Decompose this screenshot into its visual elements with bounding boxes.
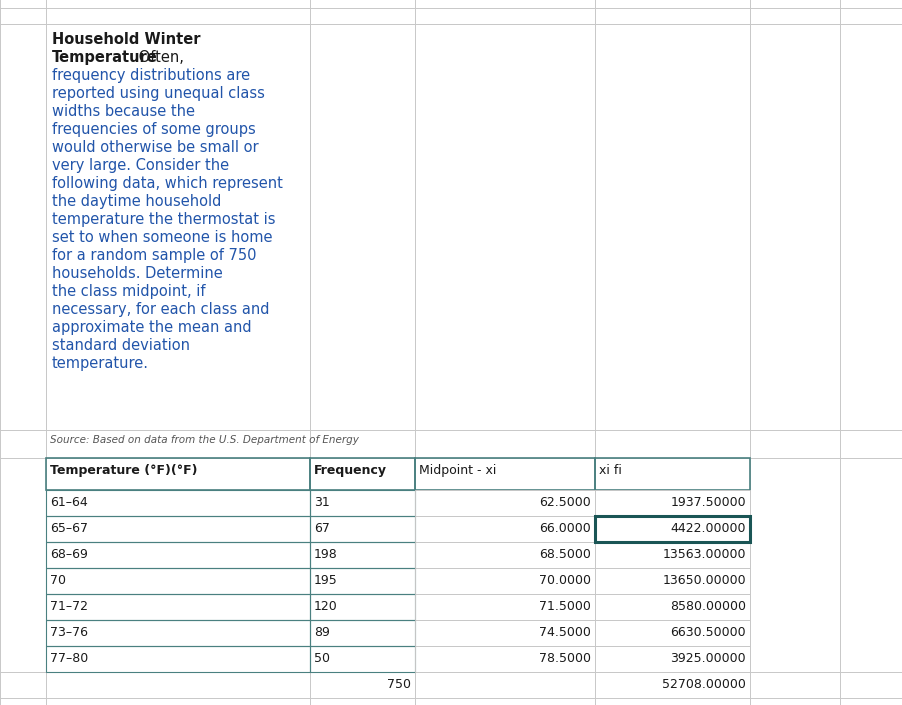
Text: 198: 198 xyxy=(314,548,337,561)
Text: frequency distributions are: frequency distributions are xyxy=(52,68,250,83)
Text: households. Determine: households. Determine xyxy=(52,266,223,281)
Text: 65–67: 65–67 xyxy=(50,522,87,535)
Text: 89: 89 xyxy=(314,626,329,639)
Bar xyxy=(594,490,750,516)
Bar xyxy=(415,458,594,490)
Text: frequencies of some groups: frequencies of some groups xyxy=(52,122,255,137)
Text: standard deviation: standard deviation xyxy=(52,338,189,353)
Bar xyxy=(415,568,594,594)
Text: 4422.00000: 4422.00000 xyxy=(670,522,745,535)
Text: 66.0000: 66.0000 xyxy=(538,522,590,535)
Text: 50: 50 xyxy=(314,652,329,665)
Text: 13563.00000: 13563.00000 xyxy=(662,548,745,561)
Bar xyxy=(46,568,309,594)
Text: the daytime household: the daytime household xyxy=(52,194,221,209)
Bar xyxy=(309,490,415,516)
Text: 1937.50000: 1937.50000 xyxy=(669,496,745,509)
Bar xyxy=(594,516,750,542)
Text: 78.5000: 78.5000 xyxy=(538,652,590,665)
Bar xyxy=(594,542,750,568)
Bar xyxy=(309,594,415,620)
Bar xyxy=(309,516,415,542)
Text: 52708.00000: 52708.00000 xyxy=(661,678,745,691)
Text: Frequency: Frequency xyxy=(314,464,387,477)
Bar xyxy=(594,568,750,594)
Bar xyxy=(46,620,309,646)
Text: 71–72: 71–72 xyxy=(50,600,87,613)
Text: Temperature: Temperature xyxy=(52,50,158,65)
Bar xyxy=(594,646,750,672)
Bar xyxy=(594,594,750,620)
Text: set to when someone is home: set to when someone is home xyxy=(52,230,272,245)
Text: 31: 31 xyxy=(314,496,329,509)
Bar xyxy=(46,458,309,490)
Text: 750: 750 xyxy=(387,678,410,691)
Text: 13650.00000: 13650.00000 xyxy=(662,574,745,587)
Text: Source: Based on data from the U.S. Department of Energy: Source: Based on data from the U.S. Depa… xyxy=(50,435,358,445)
Bar xyxy=(415,620,594,646)
Text: widths because the: widths because the xyxy=(52,104,195,119)
Text: 70: 70 xyxy=(50,574,66,587)
Text: 195: 195 xyxy=(314,574,337,587)
Text: Midpoint - xi: Midpoint - xi xyxy=(419,464,496,477)
Text: 70.0000: 70.0000 xyxy=(538,574,590,587)
Bar xyxy=(309,458,415,490)
Bar xyxy=(46,516,309,542)
Bar xyxy=(46,490,309,516)
Text: Often,: Often, xyxy=(133,50,184,65)
Bar xyxy=(46,24,309,430)
Text: 67: 67 xyxy=(314,522,329,535)
Bar xyxy=(415,594,594,620)
Text: 8580.00000: 8580.00000 xyxy=(669,600,745,613)
Text: would otherwise be small or: would otherwise be small or xyxy=(52,140,258,155)
Bar xyxy=(594,516,750,542)
Text: 3925.00000: 3925.00000 xyxy=(669,652,745,665)
Text: Household Winter: Household Winter xyxy=(52,32,200,47)
Text: reported using unequal class: reported using unequal class xyxy=(52,86,264,101)
Bar xyxy=(415,646,594,672)
Bar xyxy=(46,594,309,620)
Text: for a random sample of 750: for a random sample of 750 xyxy=(52,248,256,263)
Text: 62.5000: 62.5000 xyxy=(538,496,590,509)
Bar xyxy=(46,646,309,672)
Bar xyxy=(415,516,594,542)
Bar xyxy=(415,490,594,516)
Text: xi fi: xi fi xyxy=(598,464,621,477)
Bar xyxy=(309,620,415,646)
Text: temperature the thermostat is: temperature the thermostat is xyxy=(52,212,275,227)
Text: Temperature (°F)(°F): Temperature (°F)(°F) xyxy=(50,464,198,477)
Bar xyxy=(594,620,750,646)
Bar xyxy=(309,646,415,672)
Text: 61–64: 61–64 xyxy=(50,496,87,509)
Text: following data, which represent: following data, which represent xyxy=(52,176,282,191)
Bar xyxy=(309,568,415,594)
Text: 120: 120 xyxy=(314,600,337,613)
Text: Mean: Mean xyxy=(419,704,453,705)
Text: 71.5000: 71.5000 xyxy=(538,600,590,613)
Text: very large. Consider the: very large. Consider the xyxy=(52,158,229,173)
Text: 68–69: 68–69 xyxy=(50,548,87,561)
Bar xyxy=(594,458,750,490)
Text: 77–80: 77–80 xyxy=(50,652,88,665)
Text: the class midpoint, if: the class midpoint, if xyxy=(52,284,206,299)
Bar xyxy=(46,542,309,568)
Text: 74.5000: 74.5000 xyxy=(538,626,590,639)
Text: 6630.50000: 6630.50000 xyxy=(669,626,745,639)
Bar xyxy=(309,542,415,568)
Text: 68.5000: 68.5000 xyxy=(538,548,590,561)
Text: necessary, for each class and: necessary, for each class and xyxy=(52,302,269,317)
Text: 73–76: 73–76 xyxy=(50,626,87,639)
Text: approximate the mean and: approximate the mean and xyxy=(52,320,252,335)
Text: temperature.: temperature. xyxy=(52,356,149,371)
Bar xyxy=(415,542,594,568)
